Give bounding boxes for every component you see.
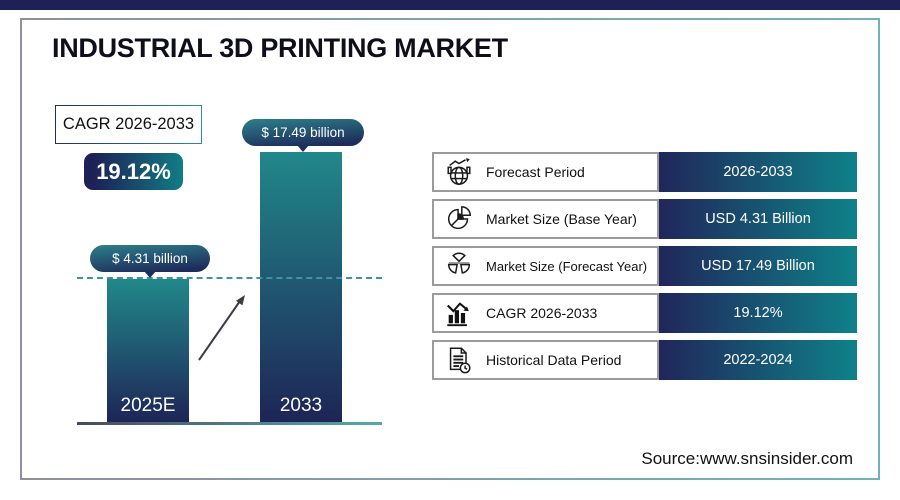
x-axis-line [77,422,382,425]
table-row-label: CAGR 2026-2033 [486,305,598,321]
table-row: Historical Data Period 2022-2024 [432,340,857,380]
table-row: Forecast Period 2026-2033 [432,152,857,192]
table-row-value: USD 4.31 Billion [659,199,857,239]
top-accent-bar [0,0,900,10]
pie-chart-exploded-icon [444,251,474,281]
source-attribution: Source:www.snsinsider.com [641,449,853,468]
value-callout-text: $ 4.31 billion [112,251,188,266]
document-clock-icon [444,345,474,375]
pie-chart-icon [444,204,474,234]
value-callout-2033: $ 17.49 billion [242,119,364,146]
reference-dashed-line [77,277,382,279]
table-row-label: Forecast Period [486,164,585,180]
value-callout-text: $ 17.49 billion [261,125,345,140]
table-row-label: Market Size (Forecast Year) [486,258,648,274]
table-row: Market Size (Forecast Year) USD 17.49 Bi… [432,246,857,286]
globe-growth-icon [444,157,474,187]
bar-2033: 2033 [260,152,342,424]
table-row-value: 2022-2024 [659,340,857,380]
table-row: Market Size (Base Year) USD 4.31 Billion [432,199,857,239]
bar-2025: 2025E [107,279,189,424]
bar-chart-trend-icon [444,298,474,328]
bar-category-label: 2025E [120,395,176,416]
value-callout-2025: $ 4.31 billion [90,245,210,272]
table-row-value: 2026-2033 [659,152,857,192]
cagr-value-badge: 19.12% [84,153,183,190]
table-row: CAGR 2026-2033 19.12% [432,293,857,333]
table-row-label: Market Size (Base Year) [486,211,637,227]
growth-arrow-icon [198,295,245,361]
table-row-value: USD 17.49 Billion [659,246,857,286]
table-row-label: Historical Data Period [486,352,622,368]
cagr-period-box: CAGR 2026-2033 [55,105,202,144]
bar-category-label: 2033 [279,395,323,416]
page-title: INDUSTRIAL 3D PRINTING MARKET [52,33,508,63]
table-row-value: 19.12% [659,293,857,333]
content-frame: INDUSTRIAL 3D PRINTING MARKET CAGR 2026-… [20,18,880,480]
cagr-period-label: CAGR 2026-2033 [62,115,195,133]
